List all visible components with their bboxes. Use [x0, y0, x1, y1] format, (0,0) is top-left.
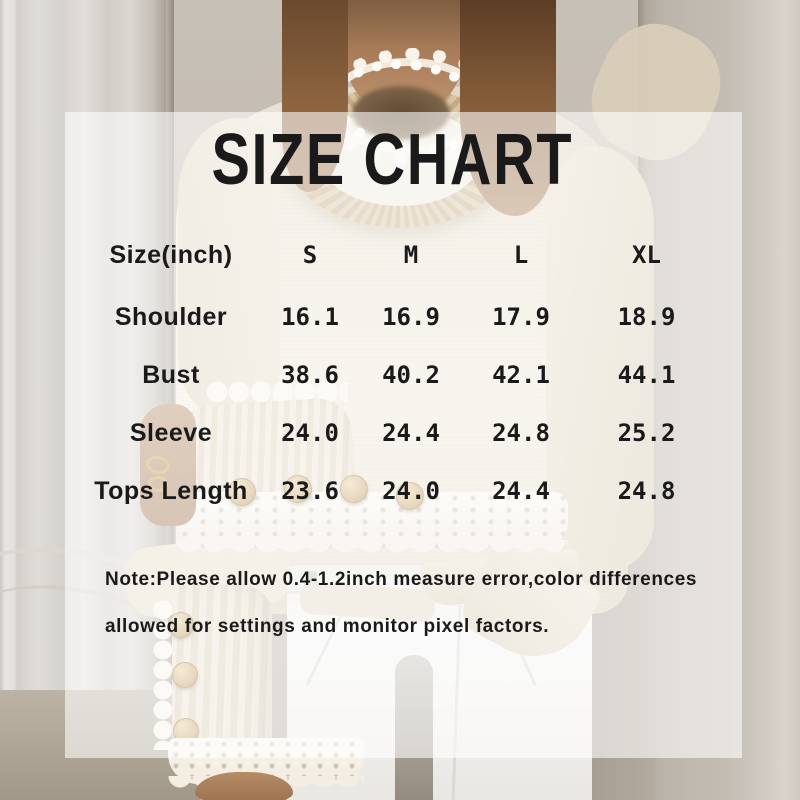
cell-value: 40.2	[382, 361, 440, 389]
size-table: Size(inch) S M L XL Shoulder 16.1 16.9 1…	[65, 228, 742, 520]
hand	[195, 772, 293, 800]
cell-value: 24.0	[382, 477, 440, 505]
cell-value: 23.6	[281, 477, 339, 505]
header-size-xl: XL	[632, 241, 661, 269]
cell-value: 42.1	[492, 361, 550, 389]
header-size-unit: Size(inch)	[109, 240, 233, 269]
cell-value: 16.9	[382, 303, 440, 331]
table-row-tops-length: Tops Length 23.6 24.0 24.4 24.8	[65, 462, 718, 520]
measure-note: Note:Please allow 0.4-1.2inch measure er…	[105, 556, 725, 650]
row-label: Shoulder	[114, 302, 228, 331]
cell-value: 44.1	[617, 361, 676, 389]
row-label: Bust	[142, 360, 200, 389]
cell-value: 24.4	[492, 477, 550, 505]
cell-value: 17.9	[492, 303, 550, 331]
header-size-l: L	[513, 241, 529, 269]
cell-value: 18.9	[617, 303, 676, 331]
cell-value: 24.0	[281, 419, 339, 447]
header-size-m: M	[403, 241, 419, 269]
table-row-shoulder: Shoulder 16.1 16.9 17.9 18.9	[65, 288, 718, 346]
measure-note-line2: allowed for settings and monitor pixel f…	[105, 616, 550, 637]
cell-value: 24.8	[617, 477, 676, 505]
measure-note-line1: Note:Please allow 0.4-1.2inch measure er…	[105, 569, 698, 590]
cell-value: 25.2	[617, 419, 676, 447]
size-chart-title: SIZE CHART	[211, 120, 574, 200]
size-table-header-row: Size(inch) S M L XL	[65, 228, 718, 282]
cell-value: 38.6	[281, 361, 339, 389]
cell-value: 24.8	[492, 419, 550, 447]
size-chart-panel: SIZE CHART Size(inch) S M L XL Shoulder …	[65, 112, 742, 758]
cell-value: 24.4	[382, 419, 440, 447]
cell-value: 16.1	[281, 303, 339, 331]
row-label: Tops Length	[94, 476, 248, 505]
row-label: Sleeve	[129, 418, 213, 447]
table-row-bust: Bust 38.6 40.2 42.1 44.1	[65, 346, 718, 404]
table-row-sleeve: Sleeve 24.0 24.4 24.8 25.2	[65, 404, 718, 462]
header-size-s: S	[302, 241, 318, 269]
